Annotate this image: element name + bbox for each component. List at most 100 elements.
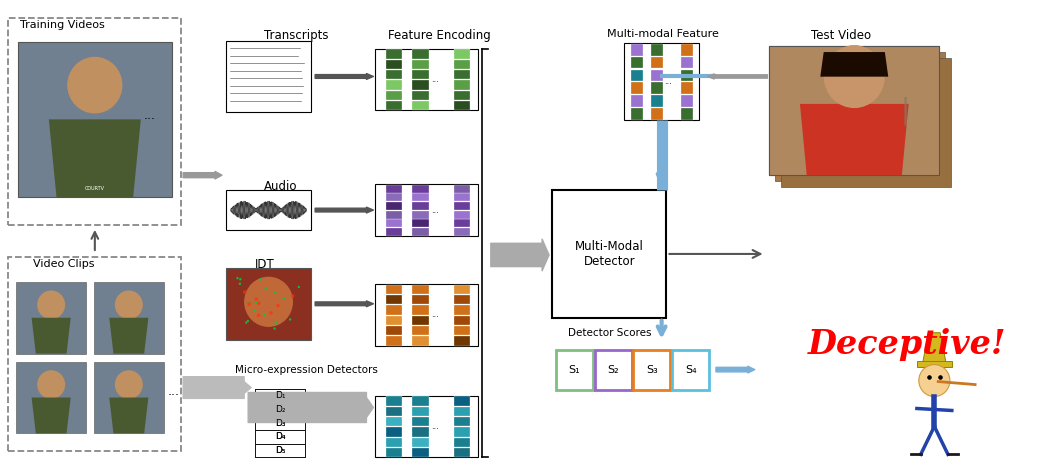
Bar	[681, 44, 693, 55]
Bar	[454, 336, 470, 345]
Bar	[385, 448, 402, 457]
Text: ...: ...	[432, 205, 440, 215]
Text: Training Videos: Training Videos	[20, 20, 105, 30]
Text: COURTV: COURTV	[85, 186, 105, 191]
Bar	[385, 438, 402, 447]
Bar	[454, 49, 470, 59]
Polygon shape	[109, 398, 148, 433]
Bar	[255, 403, 306, 416]
Text: Deceptive!: Deceptive!	[808, 328, 1007, 361]
Bar	[8, 18, 182, 225]
Bar	[255, 416, 306, 430]
Text: S₁: S₁	[568, 365, 580, 375]
Bar	[552, 190, 667, 318]
Text: Multi-Modal
Detector: Multi-Modal Detector	[574, 240, 644, 268]
Polygon shape	[49, 119, 141, 197]
Bar	[454, 396, 470, 406]
Text: ...: ...	[432, 75, 440, 84]
Polygon shape	[923, 333, 946, 363]
Bar	[631, 109, 644, 120]
Circle shape	[262, 314, 266, 316]
Bar	[385, 427, 402, 437]
Text: D₂: D₂	[275, 405, 286, 414]
Bar	[454, 185, 470, 193]
Polygon shape	[32, 398, 70, 433]
Bar	[454, 427, 470, 437]
Circle shape	[238, 282, 242, 285]
Circle shape	[239, 278, 242, 281]
Bar	[413, 185, 428, 193]
Bar	[385, 60, 402, 69]
Circle shape	[823, 45, 885, 108]
Text: S₄: S₄	[685, 365, 696, 375]
Circle shape	[919, 365, 950, 397]
Bar	[255, 416, 306, 430]
Text: D₁: D₁	[275, 392, 286, 400]
Bar	[385, 336, 402, 345]
Bar	[681, 70, 693, 81]
Bar	[633, 350, 670, 390]
Bar	[413, 285, 428, 294]
Bar	[555, 350, 592, 390]
Circle shape	[257, 313, 260, 317]
Bar	[454, 80, 470, 90]
Circle shape	[259, 278, 261, 281]
Circle shape	[274, 321, 277, 323]
Text: Micro-expression Detectors: Micro-expression Detectors	[235, 365, 378, 375]
Bar	[413, 448, 428, 457]
Bar	[624, 43, 699, 120]
Bar	[454, 194, 470, 202]
Circle shape	[275, 322, 277, 325]
Bar	[413, 315, 428, 325]
Circle shape	[276, 304, 279, 307]
Bar	[385, 295, 402, 305]
Text: D₅: D₅	[275, 446, 286, 455]
Polygon shape	[800, 104, 908, 175]
Bar	[454, 285, 470, 294]
Bar	[385, 194, 402, 202]
Text: D₄: D₄	[275, 432, 286, 441]
Bar	[631, 56, 644, 69]
Bar	[385, 219, 402, 227]
Bar	[226, 40, 311, 112]
Circle shape	[244, 277, 293, 327]
Bar	[385, 91, 402, 100]
Circle shape	[823, 45, 885, 108]
Bar	[631, 44, 644, 55]
Bar	[413, 417, 428, 426]
Bar	[454, 326, 470, 336]
Bar	[385, 49, 402, 59]
Bar	[385, 396, 402, 406]
Bar	[454, 407, 470, 416]
Bar	[413, 219, 428, 227]
Bar	[775, 52, 945, 181]
Circle shape	[273, 327, 276, 330]
Bar	[454, 211, 470, 219]
Bar	[8, 257, 182, 451]
Bar	[454, 228, 470, 236]
Polygon shape	[32, 318, 70, 353]
Bar	[255, 444, 306, 457]
Bar	[454, 91, 470, 100]
Bar	[413, 70, 428, 79]
Text: Detector Scores: Detector Scores	[568, 328, 652, 338]
Circle shape	[291, 294, 294, 298]
Circle shape	[265, 287, 267, 290]
Bar	[631, 83, 644, 94]
Bar	[413, 407, 428, 416]
Bar	[16, 361, 86, 433]
Circle shape	[245, 321, 248, 324]
Text: Feature Encoding: Feature Encoding	[388, 29, 490, 42]
Bar	[375, 396, 478, 457]
Bar	[255, 389, 306, 403]
Bar	[770, 46, 939, 175]
Bar	[255, 403, 306, 416]
Polygon shape	[109, 318, 148, 353]
Bar	[226, 190, 311, 230]
Circle shape	[248, 302, 251, 306]
Bar	[413, 295, 428, 305]
Polygon shape	[820, 52, 888, 77]
Circle shape	[269, 311, 273, 314]
Circle shape	[67, 57, 123, 113]
Bar	[385, 315, 402, 325]
